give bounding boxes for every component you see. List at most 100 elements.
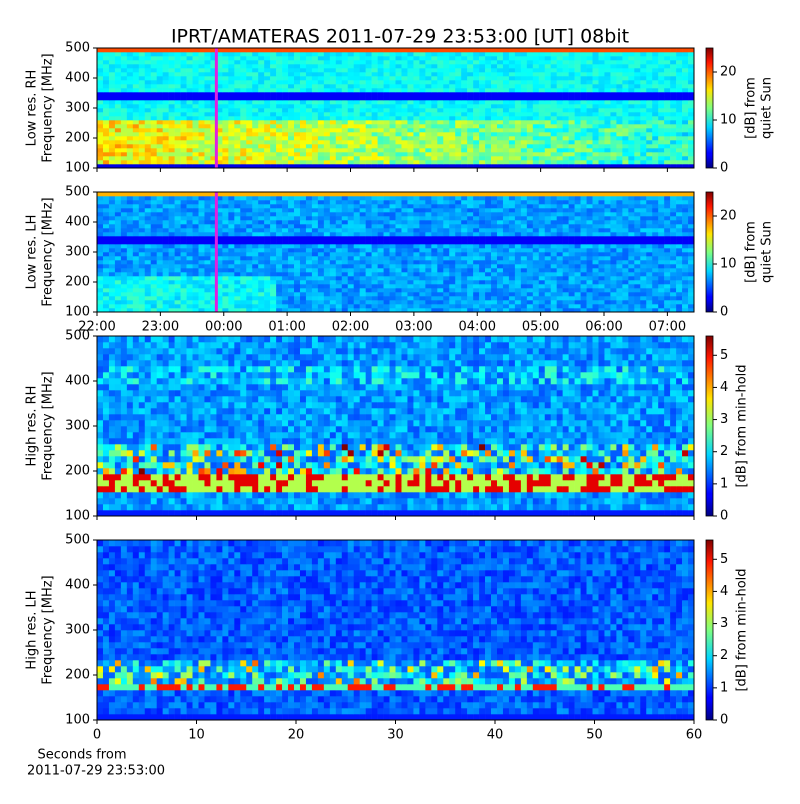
spectrogram-cell [318, 280, 324, 284]
spectrogram-cell [622, 244, 628, 248]
spectrogram-cell [169, 48, 175, 52]
spectrogram-cell [509, 284, 515, 288]
spectrogram-cell [133, 256, 139, 260]
spectrogram-cell [593, 60, 599, 64]
spectrogram-cell [139, 92, 145, 96]
spectrogram-cell [312, 144, 318, 148]
spectrogram-cell [485, 144, 491, 148]
spectrogram-cell [557, 48, 563, 52]
spectrogram-cell [157, 56, 163, 60]
spectrogram-cell [127, 48, 133, 52]
spectrogram-cell [348, 156, 354, 160]
spectrogram-cell [330, 232, 336, 236]
spectrogram-cell [646, 260, 652, 264]
spectrogram-cell [485, 236, 491, 240]
spectrogram-cell [234, 276, 240, 280]
spectrogram-cell [384, 268, 390, 272]
spectrogram-cell [396, 120, 402, 124]
spectrogram-cell [688, 296, 694, 300]
spectrogram-cell [342, 136, 348, 140]
spectrogram-cell [163, 296, 169, 300]
spectrogram-cell [521, 100, 527, 104]
spectrogram-cell [437, 84, 443, 88]
spectrogram-cell [557, 160, 563, 164]
spectrogram-cell [575, 60, 581, 64]
spectrogram-cell [372, 292, 378, 296]
spectrogram-cell [258, 252, 264, 256]
spectrogram-cell [384, 284, 390, 288]
spectrogram-cell [121, 112, 127, 116]
spectrogram-cell [646, 144, 652, 148]
spectrogram-cell [419, 76, 425, 80]
spectrogram-cell [103, 76, 109, 80]
spectrogram-cell [187, 96, 193, 100]
spectrogram-cell [479, 96, 485, 100]
spectrogram-cell [145, 68, 151, 72]
spectrogram-cell [431, 72, 437, 76]
spectrogram-cell [390, 48, 396, 52]
spectrogram-cell [222, 288, 228, 292]
spectrogram-cell [127, 272, 133, 276]
spectrogram-cell [109, 248, 115, 252]
spectrogram-cell [413, 108, 419, 112]
spectrogram-cell [664, 108, 670, 112]
spectrogram-cell [97, 100, 103, 104]
spectrogram-cell [198, 296, 204, 300]
spectrogram-cell [342, 104, 348, 108]
spectrogram-cell [610, 108, 616, 112]
spectrogram-cell [527, 264, 533, 268]
spectrogram-cell [575, 72, 581, 76]
spectrogram-cell [300, 136, 306, 140]
spectrogram-cell [521, 76, 527, 80]
spectrogram-cell [204, 52, 210, 56]
spectrogram-cell [336, 272, 342, 276]
spectrogram-cell [187, 248, 193, 252]
spectrogram-cell [109, 120, 115, 124]
spectrogram-cell [115, 116, 121, 120]
spectrogram-cell [664, 100, 670, 104]
spectrogram-cell [115, 72, 121, 76]
spectrogram-cell [336, 144, 342, 148]
spectrogram-cell [193, 232, 199, 236]
spectrogram-cell [682, 80, 688, 84]
spectrogram-cell [127, 116, 133, 120]
spectrogram-cell [587, 108, 593, 112]
spectrogram-cell [366, 72, 372, 76]
spectrogram-cell [449, 292, 455, 296]
spectrogram-cell [300, 152, 306, 156]
spectrogram-cell [688, 144, 694, 148]
spectrogram-cell [175, 100, 181, 104]
spectrogram-cell [664, 88, 670, 92]
spectrogram-cell [604, 304, 610, 308]
spectrogram-cell [121, 156, 127, 160]
spectrogram-cell [234, 244, 240, 248]
spectrogram-cell [252, 296, 258, 300]
spectrogram-cell [312, 56, 318, 60]
spectrogram-cell [288, 284, 294, 288]
spectrogram-cell [193, 80, 199, 84]
spectrogram-cell [103, 236, 109, 240]
spectrogram-cell [378, 280, 384, 284]
spectrogram-cell [258, 76, 264, 80]
spectrogram-cell [169, 300, 175, 304]
spectrogram-cell [390, 256, 396, 260]
spectrogram-cell [545, 276, 551, 280]
spectrogram-cell [670, 152, 676, 156]
spectrogram-cell [509, 260, 515, 264]
spectrogram-cell [491, 128, 497, 132]
spectrogram-cell [479, 76, 485, 80]
spectrogram-cell [425, 156, 431, 160]
spectrogram-cell [109, 124, 115, 128]
spectrogram-cell [163, 68, 169, 72]
spectrogram-cell [318, 128, 324, 132]
spectrogram-cell [240, 96, 246, 100]
spectrogram-cell [198, 288, 204, 292]
spectrogram-cell [664, 140, 670, 144]
spectrogram-cell [258, 236, 264, 240]
spectrogram-cell [455, 284, 461, 288]
spectrogram-cell [407, 88, 413, 92]
spectrogram-cell [276, 152, 282, 156]
spectrogram-cell [187, 148, 193, 152]
spectrogram-cell [282, 136, 288, 140]
spectrogram-cell [234, 260, 240, 264]
